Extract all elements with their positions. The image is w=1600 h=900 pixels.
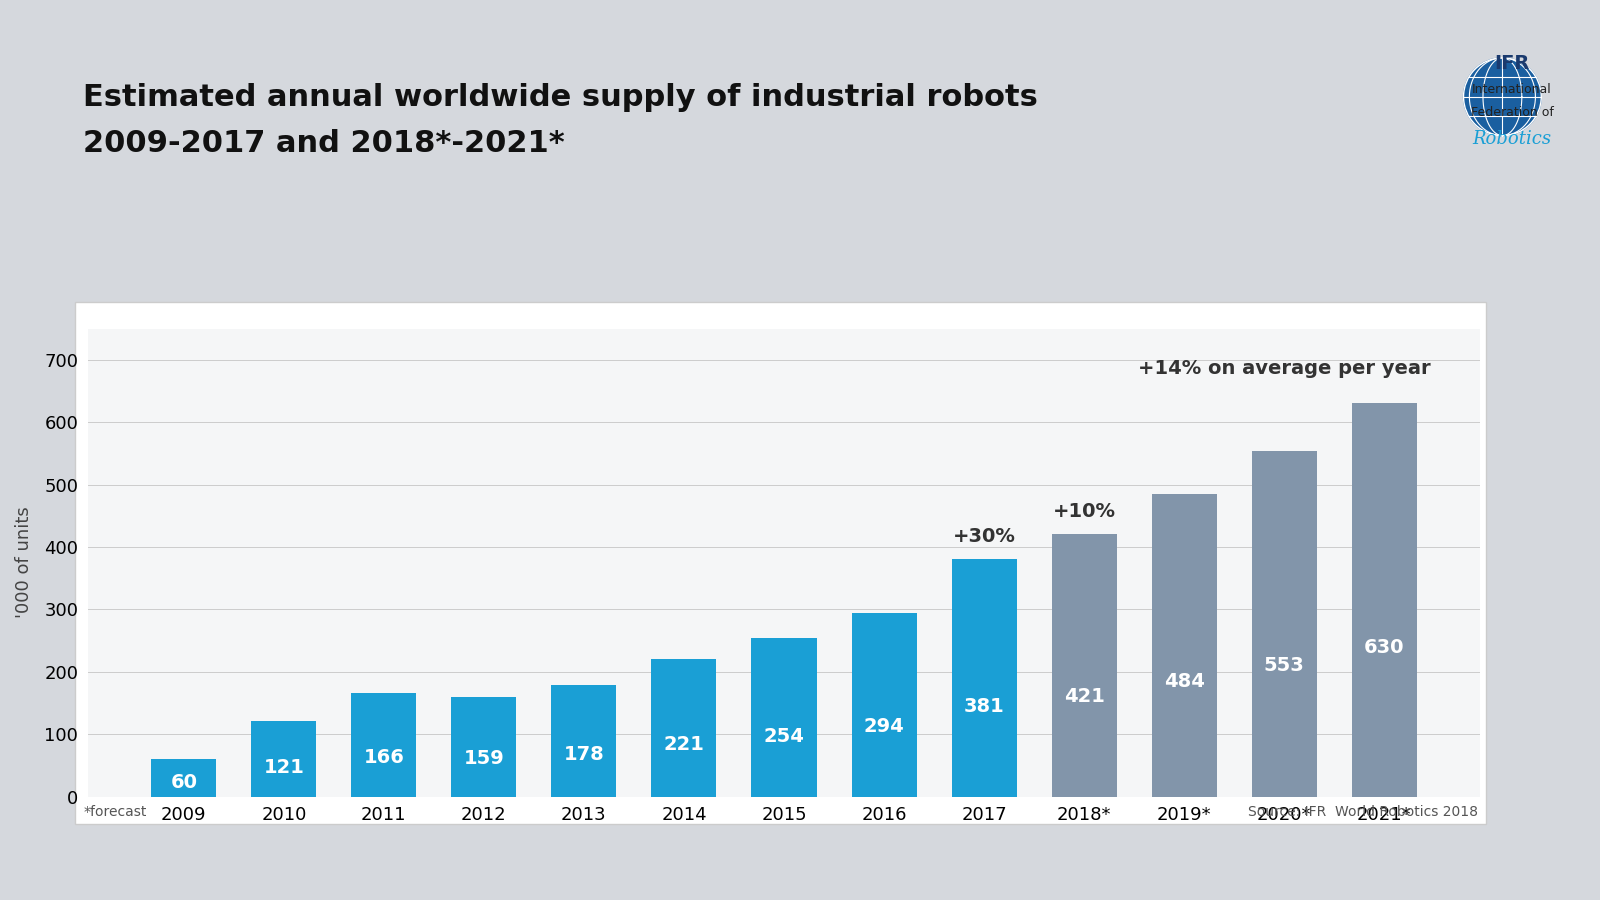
Bar — [1152, 494, 1216, 796]
Text: 221: 221 — [664, 734, 704, 753]
Bar — [251, 721, 317, 796]
Text: 159: 159 — [464, 750, 504, 769]
Bar — [952, 559, 1016, 796]
Bar — [1051, 534, 1117, 796]
Text: 166: 166 — [363, 748, 405, 767]
Y-axis label: '000 of units: '000 of units — [14, 507, 34, 618]
Bar — [1352, 403, 1416, 796]
Text: 630: 630 — [1363, 637, 1405, 657]
Text: +10%: +10% — [1053, 502, 1115, 521]
Bar — [451, 698, 517, 796]
Bar — [752, 638, 816, 796]
Text: 484: 484 — [1163, 672, 1205, 691]
Circle shape — [1464, 58, 1541, 136]
Text: Source: IFR  World Robotics 2018: Source: IFR World Robotics 2018 — [1248, 805, 1478, 819]
Text: International: International — [1472, 83, 1552, 95]
Text: 178: 178 — [563, 745, 605, 764]
Bar — [552, 686, 616, 796]
Bar — [1251, 452, 1317, 796]
Text: 254: 254 — [763, 727, 805, 746]
Text: Federation of: Federation of — [1470, 106, 1554, 119]
Bar — [152, 759, 216, 796]
Text: *forecast: *forecast — [83, 805, 147, 819]
Text: 294: 294 — [864, 717, 904, 736]
Bar — [352, 693, 416, 796]
Text: Estimated annual worldwide supply of industrial robots: Estimated annual worldwide supply of ind… — [83, 84, 1038, 112]
Bar — [651, 659, 717, 796]
Text: 121: 121 — [264, 759, 304, 778]
Text: 2009-2017 and 2018*-2021*: 2009-2017 and 2018*-2021* — [83, 129, 565, 158]
Text: 381: 381 — [963, 697, 1005, 716]
Text: Robotics: Robotics — [1472, 130, 1552, 148]
Text: +14% on average per year: +14% on average per year — [1138, 359, 1430, 378]
Text: 60: 60 — [170, 773, 197, 792]
Text: +30%: +30% — [952, 527, 1016, 546]
Text: 421: 421 — [1064, 688, 1104, 706]
Text: 553: 553 — [1264, 656, 1304, 675]
Text: IFR: IFR — [1494, 54, 1530, 73]
Bar — [851, 613, 917, 796]
